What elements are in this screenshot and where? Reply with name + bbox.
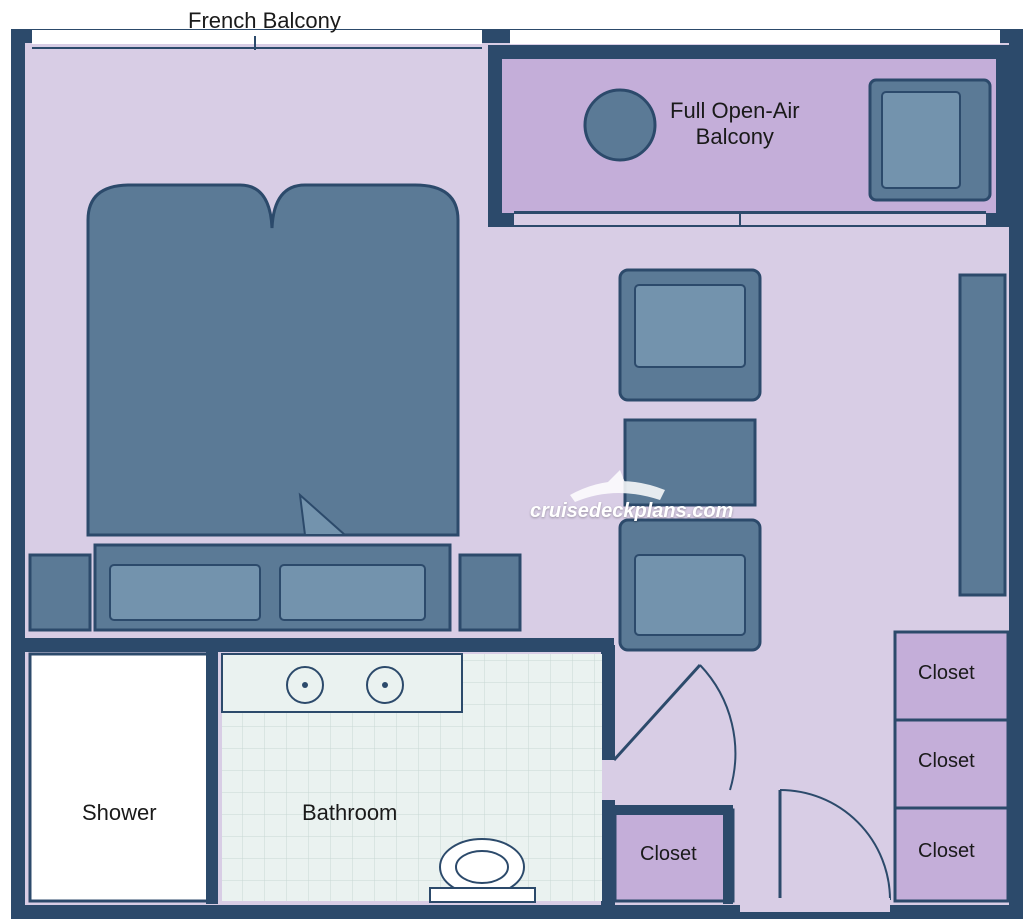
- closet-label-r3: Closet: [918, 840, 975, 863]
- footboard-cushion-right: [280, 565, 425, 620]
- bathroom-label: Bathroom: [302, 800, 397, 826]
- nightstand-left: [30, 555, 90, 630]
- armchair-1: [620, 270, 760, 400]
- shower-room: [30, 654, 210, 901]
- balcony-chair: [870, 80, 990, 200]
- closet-label-r1: Closet: [918, 662, 975, 685]
- shower-label: Shower: [82, 800, 157, 826]
- vanity-counter: [222, 654, 462, 712]
- bed: [88, 185, 458, 535]
- french-balcony-label: French Balcony: [188, 8, 341, 34]
- footboard-cushion-left: [110, 565, 260, 620]
- watermark-text: cruisedeckplans.com: [530, 500, 733, 523]
- closet-label-btm: Closet: [640, 843, 697, 866]
- armchair-2: [620, 520, 760, 650]
- balcony-table-icon: [585, 90, 655, 160]
- desk: [960, 275, 1005, 595]
- closet-label-r2: Closet: [918, 750, 975, 773]
- nightstand-right: [460, 555, 520, 630]
- balcony-label: Full Open-Air Balcony: [670, 98, 800, 151]
